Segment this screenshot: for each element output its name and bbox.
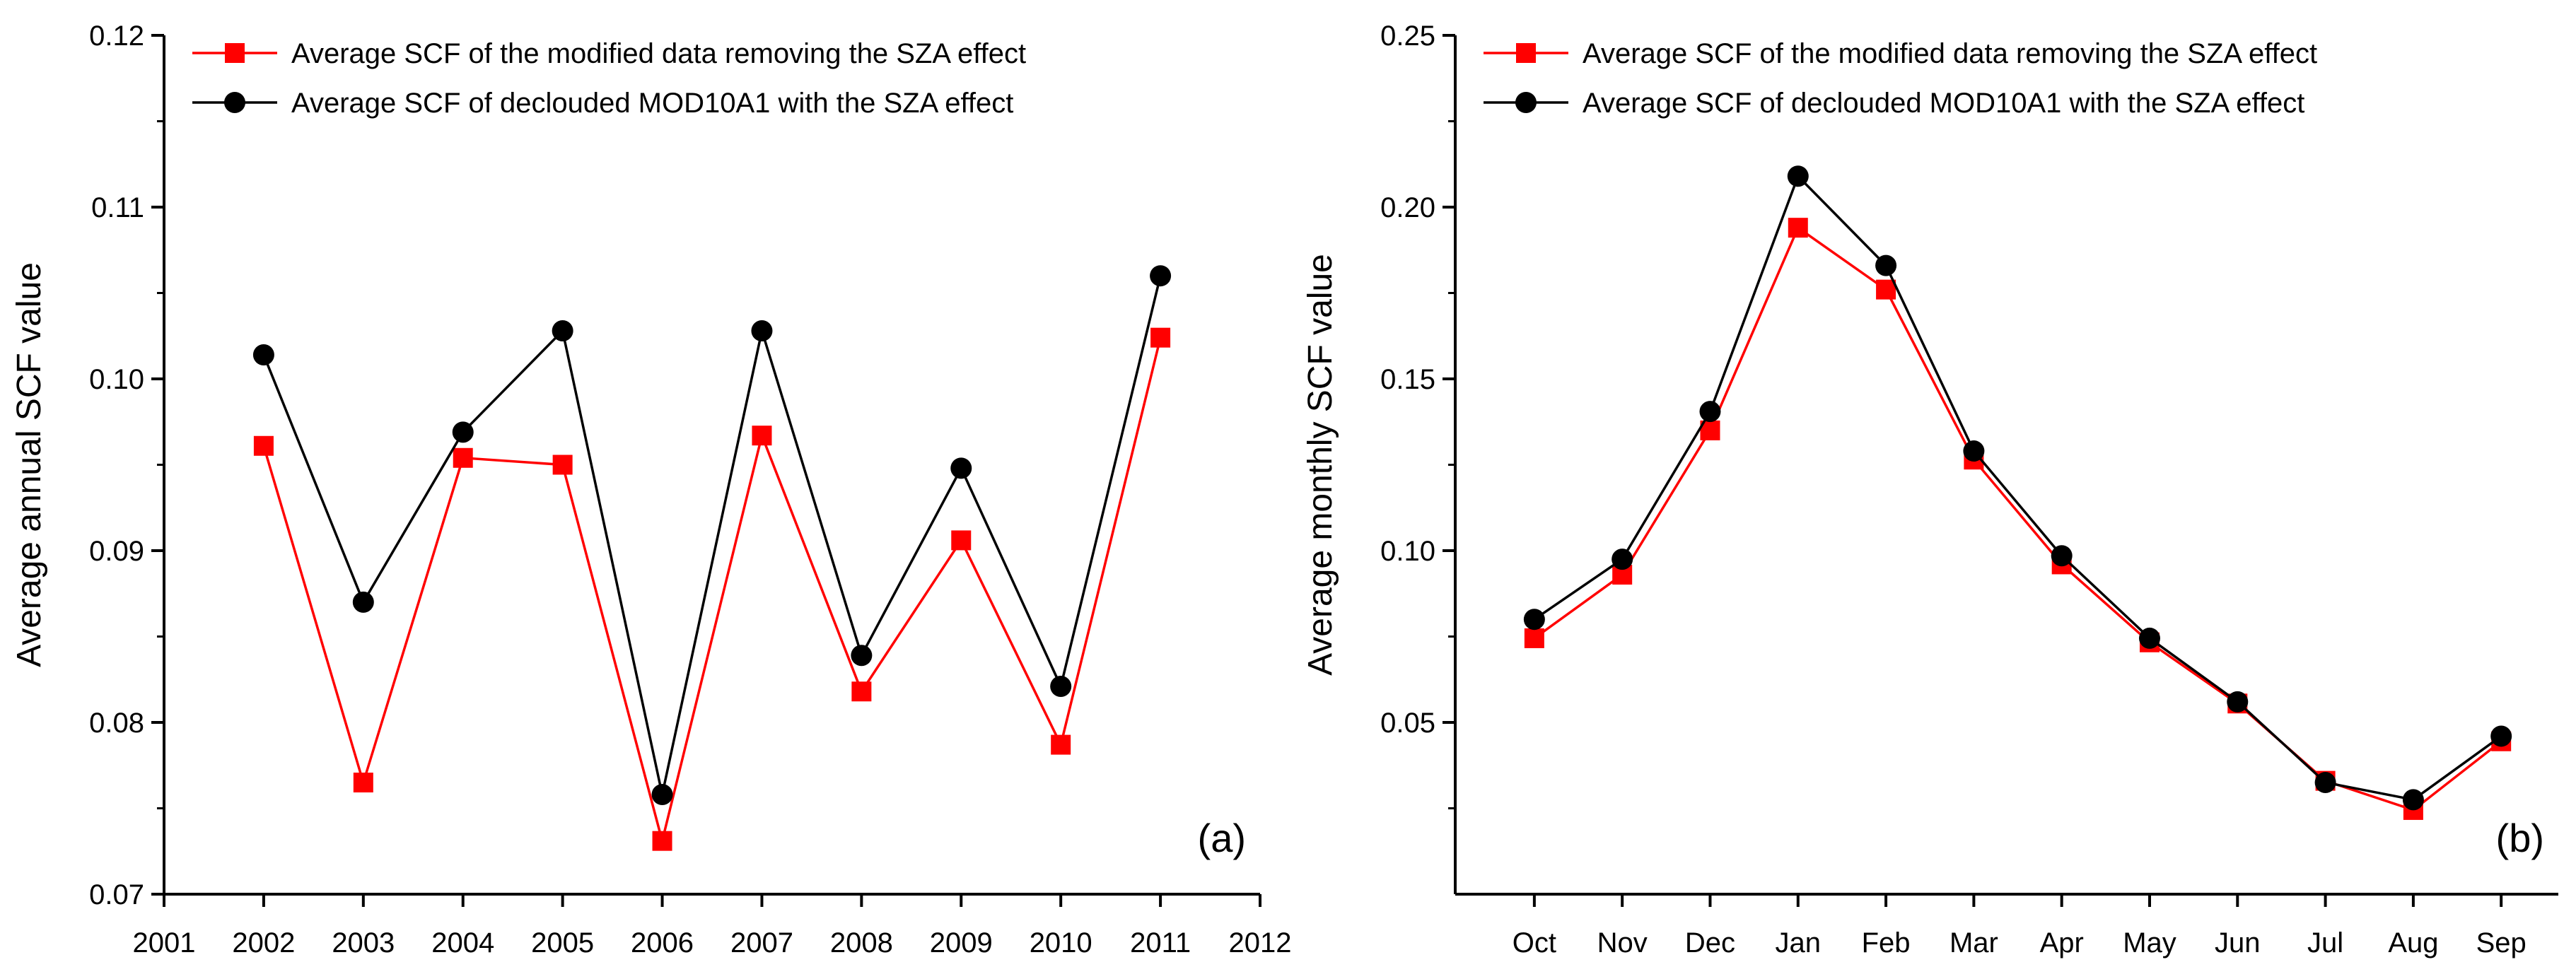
y-tick-label: 0.25 <box>1380 20 1435 52</box>
legend-marker-circle <box>224 92 245 113</box>
panel-label: (a) <box>1198 816 1246 860</box>
series-line-modified <box>262 337 1162 842</box>
series-line-mod10a1 <box>1533 174 2502 802</box>
x-tick-label: Nov <box>1597 927 1648 959</box>
data-point-square <box>253 435 274 456</box>
data-point-circle <box>1787 165 1809 187</box>
x-tick-label: 2002 <box>232 927 295 959</box>
x-tick-label: Aug <box>2388 927 2438 959</box>
data-point-circle <box>1612 549 1633 570</box>
data-point-square <box>1876 279 1896 300</box>
data-point-circle <box>851 645 873 667</box>
chart-panel-a: 0.07 0.08 0.09 0.10 0.11 0.12 2001 2002 2003 2004… <box>11 20 1291 959</box>
x-tick-label: 2011 <box>1130 927 1191 959</box>
data-point-square <box>552 455 573 475</box>
legend-label: Average SCF of the modified data removin… <box>1583 38 2317 69</box>
y-tick-label: 0.07 <box>89 879 144 910</box>
data-point-circle <box>2051 545 2073 567</box>
data-point-circle <box>1699 401 1721 423</box>
data-point-square <box>1051 734 1071 755</box>
x-tick-label: Oct <box>1513 927 1556 959</box>
legend-label: Average SCF of the modified data removin… <box>291 38 1026 69</box>
data-point-circle <box>651 784 673 806</box>
y-axis-title: Average annual SCF value <box>11 262 48 667</box>
legend-label: Average SCF of declouded MOD10A1 with th… <box>291 88 1013 119</box>
x-tick-label: Sep <box>2476 927 2527 959</box>
legend-marker-square <box>1516 43 1536 63</box>
y-tick-label: 0.20 <box>1380 192 1435 223</box>
x-tick-label: May <box>2123 927 2176 959</box>
data-point-square <box>453 447 473 468</box>
data-point-circle <box>1523 609 1545 631</box>
data-point-circle <box>252 344 274 365</box>
data-point-circle <box>1150 265 1172 287</box>
data-point-circle <box>352 591 374 613</box>
data-point-circle <box>2227 691 2249 713</box>
x-tick-label: 2007 <box>730 927 793 959</box>
y-tick-label: 0.10 <box>1380 536 1435 567</box>
x-tick-label: 2006 <box>631 927 694 959</box>
y-tick-label: 0.15 <box>1380 364 1435 395</box>
legend-marker-square <box>225 43 245 63</box>
data-point-circle <box>2490 725 2512 747</box>
data-point-circle <box>1050 675 1072 697</box>
data-point-square <box>851 681 872 702</box>
y-tick-label: 0.09 <box>89 536 144 567</box>
data-point-circle <box>751 320 773 341</box>
legend-marker-circle <box>1515 92 1537 113</box>
x-tick-label: 2003 <box>332 927 395 959</box>
chart-panel-b: 0.05 0.10 0.15 0.20 0.25 Oct Nov Dec Jan Feb Mar Ap… <box>1302 20 2558 959</box>
x-tick-label: Feb <box>1862 927 1911 959</box>
panel-label: (b) <box>2496 816 2544 860</box>
data-point-square <box>1788 218 1808 238</box>
y-tick-label: 0.05 <box>1380 708 1435 739</box>
data-point-square <box>1150 327 1171 348</box>
data-point-square <box>353 773 373 793</box>
data-point-circle <box>1963 440 1985 462</box>
x-tick-label: Jul <box>2307 927 2343 959</box>
y-tick-label: 0.08 <box>89 708 144 739</box>
x-tick-label: Dec <box>1685 927 1735 959</box>
x-tick-label: 2012 <box>1229 927 1292 959</box>
y-tick-label: 0.10 <box>89 364 144 395</box>
data-point-circle <box>552 320 573 341</box>
data-point-circle <box>452 421 474 443</box>
y-axis-title: Average monthly SCF value <box>1302 254 1339 676</box>
x-tick-label: Apr <box>2040 927 2084 959</box>
x-tick-label: 2004 <box>431 927 494 959</box>
x-tick-label: 2008 <box>830 927 893 959</box>
series-line-mod10a1 <box>262 275 1162 795</box>
x-tick-label: 2005 <box>531 927 594 959</box>
data-point-circle <box>2314 772 2336 794</box>
x-tick-label: Mar <box>1950 927 1998 959</box>
data-point-circle <box>1875 254 1897 276</box>
data-point-square <box>951 530 972 551</box>
data-point-circle <box>2402 789 2424 811</box>
legend-label: Average SCF of declouded MOD10A1 with th… <box>1583 88 2304 119</box>
data-point-square <box>752 426 772 446</box>
x-tick-label: 2001 <box>133 927 196 959</box>
x-tick-label: 2009 <box>930 927 993 959</box>
x-tick-label: Jan <box>1776 927 1822 959</box>
series-line-modified <box>1533 225 2502 811</box>
y-tick-label: 0.11 <box>91 192 144 223</box>
data-point-circle <box>950 457 972 479</box>
data-point-square <box>652 831 672 851</box>
data-point-square <box>1524 628 1544 648</box>
y-tick-label: 0.12 <box>89 20 144 52</box>
x-tick-label: Jun <box>2215 927 2261 959</box>
x-tick-label: 2010 <box>1030 927 1092 959</box>
data-point-circle <box>2138 627 2160 649</box>
